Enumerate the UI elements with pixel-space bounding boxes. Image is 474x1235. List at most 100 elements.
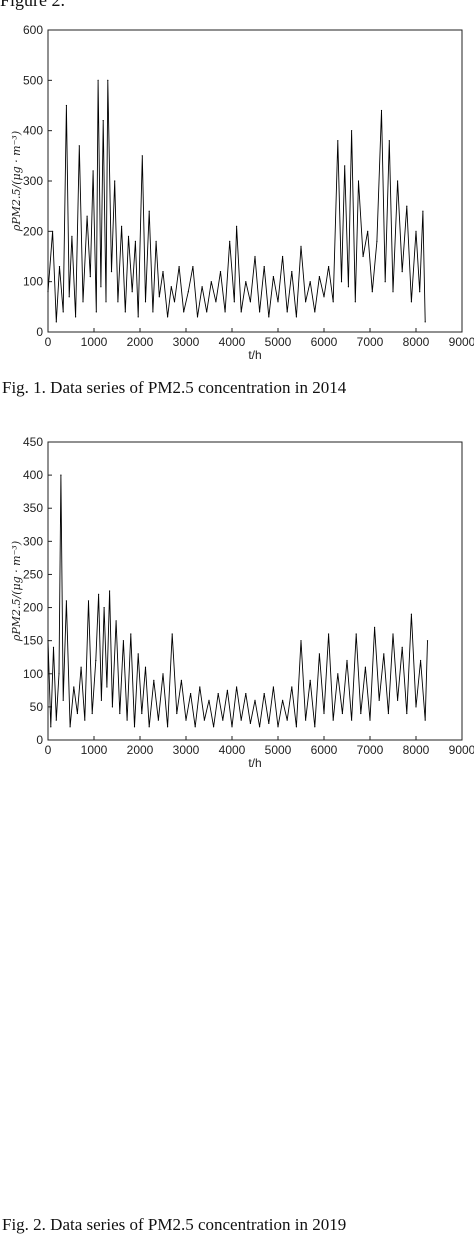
data-point (201, 286, 203, 288)
y-tick-label: 500 (23, 73, 43, 87)
data-point (222, 719, 224, 721)
y-tick-label: 450 (23, 435, 43, 449)
x-tick-label: 8000 (403, 743, 430, 757)
y-tick-label: 400 (23, 124, 43, 138)
chart-2014: 0 1000 2000 3000 4000 5000 6000 7000 8000 9000 0 10… (10, 23, 474, 362)
series-line (47, 79, 426, 323)
figure-2: 0 1000 2000 3000 4000 5000 6000 7000 8000 9000 0 50… (0, 428, 474, 1234)
data-point (337, 140, 339, 142)
data-point (357, 180, 360, 182)
data-point (272, 686, 274, 688)
data-point (210, 281, 212, 283)
data-point (148, 210, 150, 212)
data-point (272, 276, 274, 278)
chart-2019: 0 1000 2000 3000 4000 5000 6000 7000 8000 9000 0 50… (10, 435, 474, 770)
data-point (144, 666, 147, 668)
data-point (62, 699, 64, 701)
data-point (364, 666, 366, 668)
data-point (371, 291, 373, 293)
data-point (347, 286, 349, 288)
data-point (233, 301, 235, 303)
figure-1: 0 1000 2000 3000 4000 5000 6000 7000 8000 9000 0 10… (0, 12, 474, 397)
data-point (60, 474, 62, 476)
data-point (80, 666, 82, 668)
data-point (332, 719, 334, 721)
data-point (344, 165, 346, 167)
data-point (65, 104, 67, 107)
y-tick-label: 300 (23, 174, 43, 188)
data-point (130, 633, 132, 635)
data-point (295, 726, 297, 728)
x-tick-label: 3000 (173, 335, 200, 349)
data-point (351, 130, 353, 132)
data-point (50, 726, 52, 728)
data-point (328, 633, 330, 635)
data-point (263, 266, 265, 268)
data-point (58, 266, 61, 268)
data-point (114, 180, 116, 182)
data-point (65, 600, 67, 602)
data-point (98, 593, 100, 595)
data-point (360, 712, 362, 715)
data-point (286, 311, 288, 313)
y-tick-label: 0 (36, 325, 43, 339)
data-point (126, 719, 128, 721)
data-point (254, 699, 256, 701)
data-point (263, 693, 265, 695)
data-point (424, 719, 426, 721)
y-tick-label: 150 (23, 634, 43, 648)
data-point (47, 640, 49, 642)
data-point (422, 210, 424, 212)
data-point (82, 301, 84, 303)
data-point (187, 291, 189, 293)
data-point (376, 240, 378, 242)
x-tick-label: 9000 (449, 335, 474, 349)
data-point (178, 266, 180, 268)
data-point (323, 712, 325, 715)
y-tick-label: 200 (23, 224, 43, 238)
data-point (219, 271, 222, 273)
data-point (231, 726, 233, 728)
data-point (309, 281, 311, 283)
y-tick-label: 350 (23, 501, 43, 515)
data-point (152, 311, 154, 313)
data-point (171, 633, 173, 635)
data-point (415, 230, 417, 232)
x-tick-label: 1000 (81, 743, 108, 757)
data-point (384, 281, 386, 283)
data-point (282, 699, 284, 701)
data-point (52, 230, 54, 232)
y-tick-label: 400 (23, 468, 43, 482)
data-point (162, 673, 164, 675)
x-tick-label: 2000 (127, 335, 154, 349)
data-point (121, 225, 123, 227)
data-point (183, 311, 185, 313)
data-point (378, 699, 380, 701)
data-point (286, 719, 288, 721)
data-point (240, 719, 242, 721)
data-point (134, 240, 136, 242)
x-tick-label: 6000 (311, 743, 338, 757)
data-point (170, 286, 172, 288)
data-point (410, 301, 412, 303)
data-point (291, 271, 293, 273)
data-point (277, 301, 279, 303)
data-point (78, 145, 80, 147)
data-point (155, 240, 157, 242)
data-point (355, 633, 357, 635)
data-point (351, 719, 353, 721)
data-point (419, 291, 421, 293)
data-point (369, 719, 371, 721)
data-point (245, 281, 247, 283)
series-line (47, 474, 428, 728)
data-point (206, 311, 208, 313)
data-point (406, 205, 408, 207)
data-point (52, 646, 55, 648)
data-point (249, 722, 251, 724)
data-point (401, 271, 403, 273)
y-tick-label: 100 (23, 667, 43, 681)
data-point (86, 215, 88, 217)
data-point (291, 686, 293, 688)
data-point (305, 301, 307, 303)
data-point (71, 235, 73, 237)
